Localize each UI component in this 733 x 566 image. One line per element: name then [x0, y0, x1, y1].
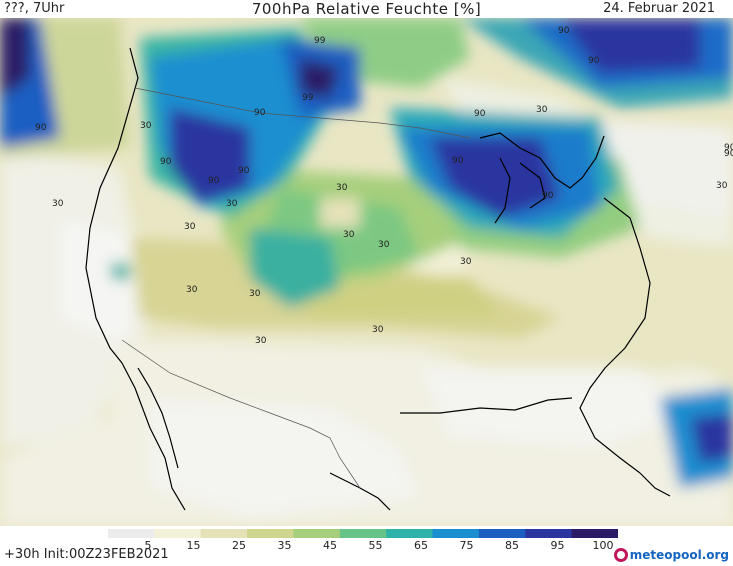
colorbar-swatch — [154, 529, 202, 538]
colorbar-swatch — [200, 529, 248, 538]
contour-label: 90 — [35, 123, 47, 133]
contour-label: 90 — [724, 149, 733, 159]
contour-label: 30 — [52, 199, 64, 209]
colorbar-tick-label: 95 — [550, 539, 565, 552]
humidity-map: 90 99 90 99 90 90 90 90 90 90 90 30 90 9… — [0, 18, 733, 526]
contour-label: 90 — [208, 176, 220, 186]
contour-label: 90 — [238, 166, 250, 176]
contour-label: 90 — [558, 26, 570, 36]
contour-label: 30 — [184, 222, 196, 232]
contour-label: 30 — [460, 257, 472, 267]
colorbar-swatch — [247, 529, 294, 538]
colorbar — [108, 529, 618, 538]
colorbar-tick-label: 5 — [144, 539, 152, 552]
colorbar-swatch — [571, 529, 618, 538]
colorbar-tick-label: 55 — [368, 539, 383, 552]
logo-icon — [613, 548, 628, 562]
colorbar-tick-label: 85 — [505, 539, 519, 552]
colorbar-swatch — [478, 529, 526, 538]
run-info-label: +30h Init:00Z23FEB2021 — [4, 547, 169, 562]
colorbar-tick-label: 75 — [459, 539, 474, 552]
colorbar-tick-label: 35 — [277, 539, 292, 552]
contour-label: 90 — [160, 157, 172, 167]
contour-label: 90 — [452, 156, 464, 166]
contour-label: 99 — [314, 36, 326, 46]
colorbar-swatch — [339, 529, 387, 538]
contour-label: 90 — [474, 109, 486, 119]
contour-label: 90 — [588, 56, 600, 66]
humidity-map-svg: 90 99 90 99 90 90 90 90 90 90 90 30 90 9… — [0, 18, 733, 526]
contour-label: 30 — [378, 240, 390, 250]
map-title: 700hPa Relative Feuchte [%] — [251, 0, 482, 18]
contour-label: 90 — [254, 108, 266, 118]
contour-label: 30 — [372, 325, 384, 335]
contour-label: 30 — [186, 285, 198, 295]
contour-label: 30 — [226, 199, 238, 209]
contour-label: 30 — [536, 105, 548, 115]
contour-labels: 90 99 90 99 90 90 90 90 90 90 90 30 90 9… — [35, 26, 733, 346]
colorbar-swatch — [525, 529, 573, 538]
contour-label: 30 — [140, 121, 152, 131]
colorbar-swatch — [386, 529, 434, 538]
coastlines — [85, 47, 671, 511]
valid-date-label: 24. Februar 2021 — [603, 1, 715, 16]
colorbar-tick-label: 100 — [592, 539, 614, 552]
colorbar-tick-label: 65 — [414, 539, 428, 552]
borders — [121, 87, 471, 489]
header-bar: ???, 7Uhr 700hPa Relative Feuchte [%] 24… — [0, 0, 733, 18]
contour-label: 90 — [724, 143, 733, 153]
colorbar-swatch — [108, 529, 155, 538]
contour-label: 99 — [302, 93, 314, 103]
humidity-field — [0, 18, 733, 526]
contour-label: 30 — [255, 336, 267, 346]
colorbar-tick-label: 15 — [186, 539, 201, 552]
contour-label: 30 — [716, 181, 728, 191]
meteopool-logo[interactable]: meteopool.org — [613, 546, 729, 564]
colorbar-swatch — [293, 529, 341, 538]
contour-label: 30 — [343, 230, 355, 240]
contour-label: 90 — [542, 191, 554, 201]
colorbar-swatch — [432, 529, 480, 538]
contour-label: 30 — [336, 183, 348, 193]
valid-time-label: ???, 7Uhr — [4, 1, 65, 16]
contour-label: 30 — [249, 289, 261, 299]
colorbar-tick-label: 45 — [323, 539, 337, 552]
colorbar-tick-label: 25 — [232, 539, 246, 552]
logo-brand: meteopool.org — [629, 548, 729, 562]
